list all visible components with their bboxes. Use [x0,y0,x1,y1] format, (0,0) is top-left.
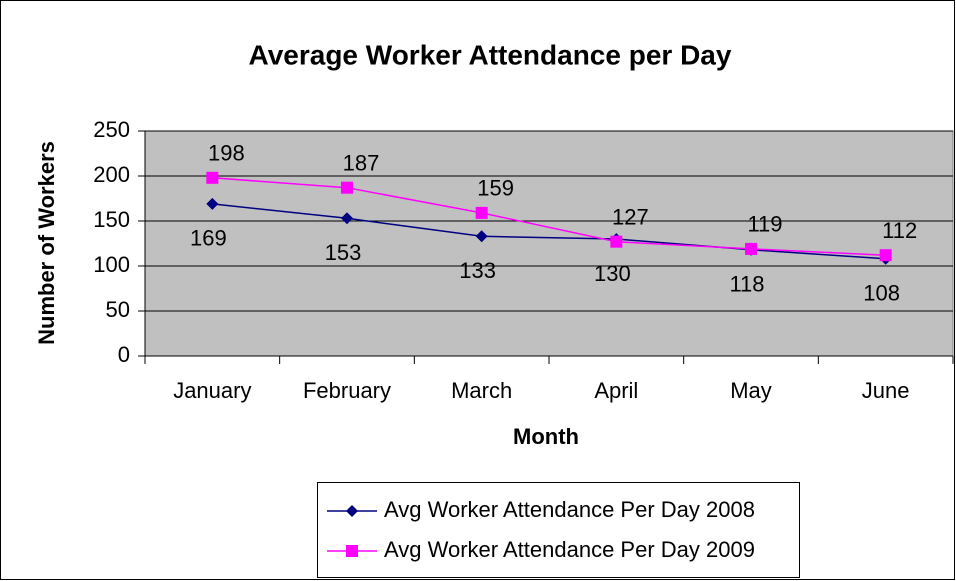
y-tick-label: 100 [93,252,130,277]
series-line [212,177,886,256]
data-label: 169 [190,226,227,251]
legend-marker [346,545,358,557]
x-tick-label: May [730,378,772,403]
data-point [206,171,219,184]
y-tick-label: 0 [118,342,130,367]
x-tick-label: June [862,378,910,403]
legend-label: Avg Worker Attendance Per Day 2009 [384,537,755,562]
legend-box [317,482,800,578]
legend-marker [346,505,358,517]
data-label: 159 [477,176,514,201]
x-tick-label: March [451,378,512,403]
data-label: 130 [594,261,631,286]
y-tick-label: 50 [106,297,130,322]
data-label: 187 [343,151,380,176]
data-label: 127 [612,205,649,230]
data-label: 112 [882,218,917,243]
data-label: 153 [325,240,362,265]
data-label: 119 [747,212,782,237]
chart-title: Average Worker Attendance per Day [249,39,732,70]
x-tick-label: April [594,378,638,403]
x-tick-label: February [303,378,391,403]
data-point [341,181,353,194]
data-label: 118 [729,272,764,297]
data-label: 108 [863,281,900,306]
data-point [475,206,488,219]
y-tick-label: 200 [93,162,130,187]
data-point [610,235,623,248]
data-label: 133 [459,258,496,283]
x-axis-label: Month [513,424,579,449]
data-point [475,230,488,243]
data-point [206,197,219,210]
x-tick-label: January [173,378,251,403]
plot-area [144,130,954,357]
data-point [745,242,757,255]
data-point [341,212,353,225]
y-axis-label: Number of Workers [34,141,59,345]
legend-label: Avg Worker Attendance Per Day 2008 [384,497,755,522]
y-tick-label: 250 [93,117,130,142]
series-line [212,203,886,260]
data-label: 198 [208,141,245,166]
y-tick-label: 150 [93,207,130,232]
data-point [879,249,892,262]
